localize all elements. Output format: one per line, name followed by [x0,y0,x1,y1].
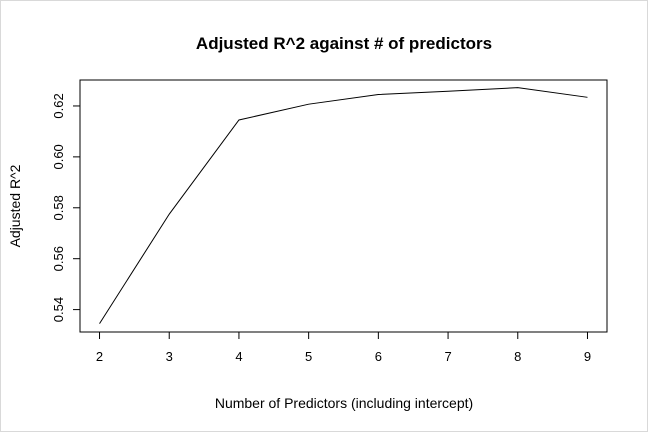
x-axis-label: Number of Predictors (including intercep… [215,395,473,411]
plot-area-frame [79,79,608,333]
y-tick-label: 0.54 [51,297,66,322]
x-tick-label: 8 [514,349,521,364]
chart-title: Adjusted R^2 against # of predictors [196,34,492,53]
y-tick-label: 0.58 [51,195,66,220]
x-tick-label: 9 [584,349,591,364]
series-group [99,87,588,324]
y-axis-label: Adjusted R^2 [7,164,23,247]
y-tick-label: 0.62 [51,93,66,118]
x-tick-label: 6 [375,349,382,364]
y-tick-label: 0.56 [51,246,66,271]
x-tick-label: 7 [444,349,451,364]
x-tick-label: 2 [96,349,103,364]
x-tick-label: 4 [235,349,242,364]
y-tick-label: 0.60 [51,144,66,169]
x-axis: 2 3 4 5 6 7 8 9 [96,331,591,364]
series-line [99,87,588,324]
y-axis: 0.54 0.56 0.58 0.60 0.62 [51,93,81,322]
x-tick-label: 3 [166,349,173,364]
x-tick-label: 5 [305,349,312,364]
